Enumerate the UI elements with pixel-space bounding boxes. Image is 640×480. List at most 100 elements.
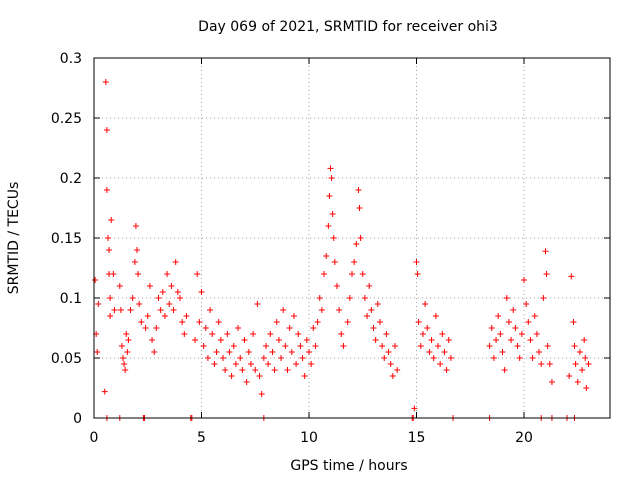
data-point xyxy=(533,331,540,337)
y-tick-label: 0.2 xyxy=(60,171,82,187)
data-point xyxy=(525,319,532,325)
data-point xyxy=(278,355,285,361)
data-point xyxy=(361,295,368,301)
data-point xyxy=(443,367,450,373)
data-point xyxy=(518,331,525,337)
data-point xyxy=(543,271,550,277)
data-point xyxy=(228,373,235,379)
data-point xyxy=(544,343,551,349)
data-point xyxy=(372,337,379,343)
data-point xyxy=(267,331,274,337)
data-point xyxy=(136,301,143,307)
data-point xyxy=(493,337,500,343)
x-tick-label: 15 xyxy=(408,430,426,446)
data-point xyxy=(106,247,113,253)
data-point xyxy=(161,313,168,319)
data-point xyxy=(174,289,181,295)
data-point xyxy=(583,385,590,391)
data-point xyxy=(131,259,138,265)
data-point xyxy=(250,331,257,337)
data-point xyxy=(523,301,530,307)
data-point xyxy=(121,361,128,367)
data-point xyxy=(111,307,118,313)
data-point xyxy=(196,319,203,325)
data-point xyxy=(424,325,431,331)
data-point xyxy=(254,301,261,307)
data-point xyxy=(135,271,142,277)
data-point xyxy=(222,367,229,373)
data-point xyxy=(269,349,276,355)
data-point xyxy=(125,337,132,343)
data-point xyxy=(284,367,291,373)
data-point xyxy=(142,325,149,331)
data-point xyxy=(138,319,145,325)
data-point xyxy=(579,367,586,373)
data-point xyxy=(417,343,424,349)
data-point xyxy=(501,367,508,373)
data-point xyxy=(570,319,577,325)
data-point xyxy=(241,337,248,343)
data-point xyxy=(312,343,319,349)
data-point xyxy=(310,325,317,331)
data-point xyxy=(330,235,337,241)
data-point xyxy=(368,307,375,313)
x-axis-label: GPS time / hours xyxy=(290,458,407,474)
data-point xyxy=(357,235,364,241)
data-point xyxy=(355,187,362,193)
data-point xyxy=(321,271,328,277)
data-point xyxy=(325,223,332,229)
data-point xyxy=(94,349,101,355)
data-point xyxy=(385,349,392,355)
chart-title: Day 069 of 2021, SRMTID for receiver ohi… xyxy=(198,19,498,35)
data-point xyxy=(374,301,381,307)
data-point xyxy=(546,361,553,367)
data-point xyxy=(514,343,521,349)
x-tick-labels: 0 5 10 15 20 xyxy=(90,430,533,446)
data-point xyxy=(499,349,506,355)
data-point xyxy=(297,343,304,349)
data-point xyxy=(414,271,421,277)
data-point xyxy=(349,271,355,277)
data-point xyxy=(286,325,293,331)
data-point xyxy=(198,289,205,295)
data-point xyxy=(316,295,323,301)
data-point xyxy=(447,355,454,361)
data-point xyxy=(102,79,109,85)
data-point xyxy=(215,319,222,325)
y-tick-label: 0.05 xyxy=(51,351,82,367)
data-point xyxy=(529,355,536,361)
data-point xyxy=(118,343,125,349)
data-point xyxy=(220,355,226,361)
data-point xyxy=(510,307,517,313)
y-tick-label: 0 xyxy=(73,411,82,427)
x-tick-label: 5 xyxy=(197,430,206,446)
data-point xyxy=(107,313,114,319)
plot-frame xyxy=(93,57,611,419)
data-point xyxy=(159,289,166,295)
data-point xyxy=(351,259,358,265)
data-point xyxy=(359,271,366,277)
data-point xyxy=(260,355,267,361)
data-point xyxy=(344,319,351,325)
data-point xyxy=(299,355,306,361)
data-point xyxy=(288,349,295,355)
data-point xyxy=(157,307,164,313)
data-point xyxy=(104,235,111,241)
data-point xyxy=(328,175,335,181)
y-tick-label: 0.25 xyxy=(51,111,82,127)
data-point xyxy=(376,319,383,325)
data-point xyxy=(505,319,512,325)
data-point xyxy=(445,337,452,343)
data-point xyxy=(353,241,360,247)
data-point xyxy=(265,361,272,367)
data-point xyxy=(235,325,242,331)
data-point xyxy=(318,307,325,313)
data-point xyxy=(303,337,310,343)
data-point xyxy=(258,391,265,397)
data-point xyxy=(232,361,239,367)
data-point xyxy=(209,331,216,337)
data-point xyxy=(245,349,252,355)
x-tick-label: 0 xyxy=(90,430,99,446)
data-point xyxy=(306,349,312,355)
data-point xyxy=(574,379,581,385)
